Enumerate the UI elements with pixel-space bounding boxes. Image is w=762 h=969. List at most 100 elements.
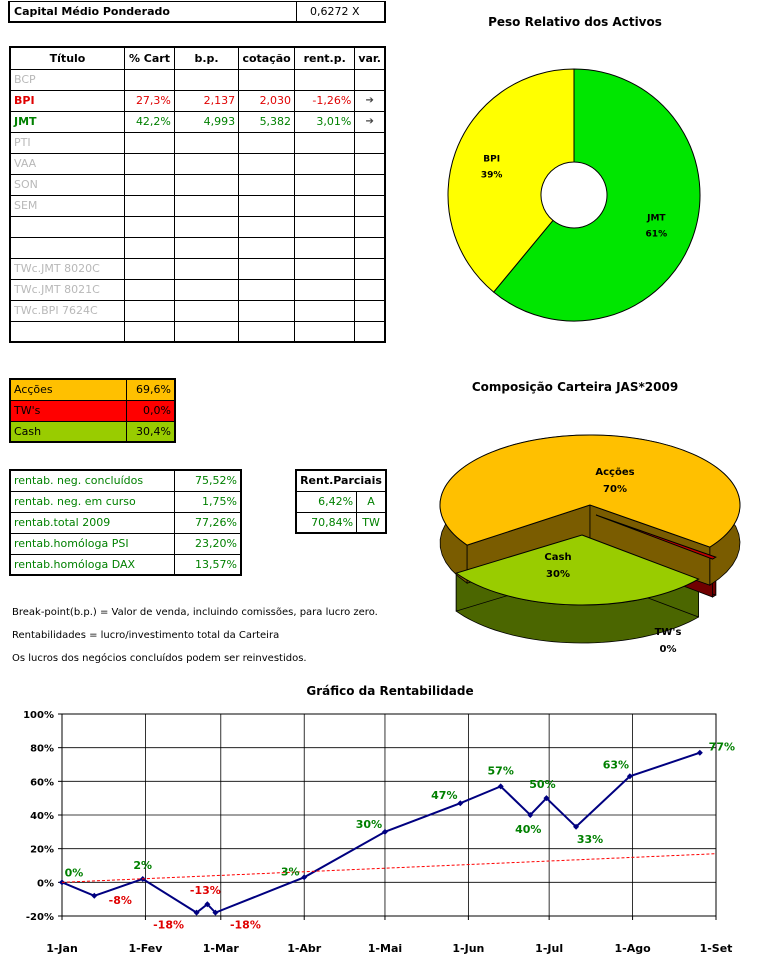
- data-point: [381, 828, 388, 835]
- table-row: SEM: [9, 194, 386, 217]
- pie3d-slice-2: [455, 534, 700, 606]
- pie3d-value-label: 0%: [660, 644, 677, 655]
- returns-label: rentab. neg. em curso: [9, 490, 176, 513]
- asset-name: TWc.JMT 8021C: [9, 278, 126, 301]
- returns-row: rentab.total 2009 77,26%: [9, 511, 242, 534]
- var-arrow-icon: [354, 173, 386, 196]
- capital-header: Capital Médio Ponderado 0,6272 X: [8, 1, 386, 23]
- returns-value: 1,75%: [174, 490, 242, 513]
- data-label: -18%: [153, 919, 184, 932]
- table-cell: [294, 68, 356, 91]
- table-cell: [294, 320, 356, 343]
- table-cell: [124, 194, 175, 217]
- partial-header: Rent.Parciais: [295, 469, 387, 492]
- y-tick-label: -20%: [26, 912, 54, 923]
- returns-row: rentab. neg. concluídos 75,52%: [9, 469, 242, 492]
- returns-label: rentab.homóloga DAX: [9, 553, 176, 576]
- var-arrow-icon: [354, 320, 386, 343]
- x-tick-label: 1-Mar: [203, 942, 240, 955]
- var-arrow-icon: [354, 236, 386, 259]
- partial-value: 6,42%: [295, 490, 358, 513]
- capital-value: 0,6272 X: [310, 5, 360, 18]
- data-label: -18%: [230, 919, 261, 932]
- data-point: [301, 874, 308, 881]
- composition-value: 0,0%: [125, 399, 176, 422]
- data-point: [626, 773, 633, 780]
- var-arrow-icon: [354, 131, 386, 154]
- x-tick-label: 1-Set: [700, 942, 733, 955]
- composition-table: Acções 69,6% TW's 0,0% Cash 30,4%: [9, 378, 176, 443]
- doughnut-label: BPI: [483, 154, 500, 164]
- note-profits: Os lucros dos negócios concluídos podem …: [12, 653, 307, 664]
- col-header: b.p.: [173, 46, 240, 70]
- table-cell: [124, 299, 175, 322]
- partial-value: 70,84%: [295, 511, 358, 534]
- returns-value: 77,26%: [174, 511, 242, 534]
- table-row: SON: [9, 173, 386, 196]
- pie3d-value-label: 30%: [546, 569, 570, 580]
- asset-name: TWc.JMT 8020C: [9, 257, 126, 280]
- x-tick-label: 1-Jun: [452, 942, 484, 955]
- pie3d-label: Acções: [595, 467, 634, 478]
- table-row: TWc.JMT 8021C: [9, 278, 386, 301]
- table-cell: [124, 320, 175, 343]
- asset-name: [9, 320, 126, 343]
- table-cell: [173, 131, 240, 154]
- data-label: -13%: [190, 884, 221, 897]
- composition-label: TW's: [9, 399, 127, 422]
- pie3d-label: TW's: [655, 627, 682, 638]
- table-cell: [238, 236, 296, 259]
- data-label: 57%: [488, 764, 514, 777]
- data-point: [497, 783, 504, 790]
- table-row: BCP: [9, 68, 386, 91]
- composition-value: 30,4%: [125, 420, 176, 443]
- asset-name: VAA: [9, 152, 126, 175]
- col-header: var.: [354, 46, 386, 70]
- table-cell: [238, 257, 296, 280]
- returns-label: rentab. neg. concluídos: [9, 469, 176, 492]
- table-row: PTI: [9, 131, 386, 154]
- data-label: 77%: [709, 741, 735, 754]
- var-arrow-icon: [354, 278, 386, 301]
- var-arrow-icon: [354, 215, 386, 238]
- table-cell: [124, 131, 175, 154]
- table-row: TWc.BPI 7624C: [9, 299, 386, 322]
- var-arrow-icon: ➔: [354, 89, 386, 112]
- table-cell: [124, 68, 175, 91]
- pie3d-value-label: 70%: [603, 484, 627, 495]
- table-cell: [173, 194, 240, 217]
- doughnut-title: Peso Relativo dos Activos: [488, 15, 662, 29]
- table-cell: [124, 152, 175, 175]
- returns-row: rentab.homóloga PSI 23,20%: [9, 532, 242, 555]
- table-cell: 5,382: [238, 110, 296, 133]
- asset-name: SON: [9, 173, 126, 196]
- col-header: cotação: [238, 46, 296, 70]
- y-tick-label: 80%: [30, 744, 54, 755]
- returns-label: rentab.homóloga PSI: [9, 532, 176, 555]
- table-cell: [294, 257, 356, 280]
- table-cell: [238, 278, 296, 301]
- table-row: JMT 42,2% 4,993 5,382 3,01% ➔: [9, 110, 386, 133]
- composition-row: Cash 30,4%: [9, 420, 176, 443]
- data-label: -8%: [109, 894, 132, 907]
- asset-name: TWc.BPI 7624C: [9, 299, 126, 322]
- table-cell: [173, 215, 240, 238]
- col-header: rent.p.: [294, 46, 356, 70]
- table-cell: [238, 68, 296, 91]
- portfolio-header-row: Título % Cart b.p. cotação rent.p. var.: [9, 46, 386, 70]
- table-cell: [173, 278, 240, 301]
- table-cell: 42,2%: [124, 110, 175, 133]
- data-point: [204, 901, 211, 908]
- doughnut-chart: JMT 61% BPI 39%: [447, 68, 701, 322]
- returns-value: 75,52%: [174, 469, 242, 492]
- table-cell: [294, 173, 356, 196]
- note-breakpoint: Break-point(b.p.) = Valor de venda, incl…: [12, 607, 378, 618]
- partial-row: 6,42% A: [295, 490, 387, 513]
- composition-value: 69,6%: [125, 378, 176, 401]
- asset-name: BCP: [9, 68, 126, 91]
- table-cell: 2,030: [238, 89, 296, 112]
- table-cell: [294, 278, 356, 301]
- x-tick-label: 1-Mai: [368, 942, 402, 955]
- x-tick-label: 1-Fev: [128, 942, 163, 955]
- var-arrow-icon: [354, 152, 386, 175]
